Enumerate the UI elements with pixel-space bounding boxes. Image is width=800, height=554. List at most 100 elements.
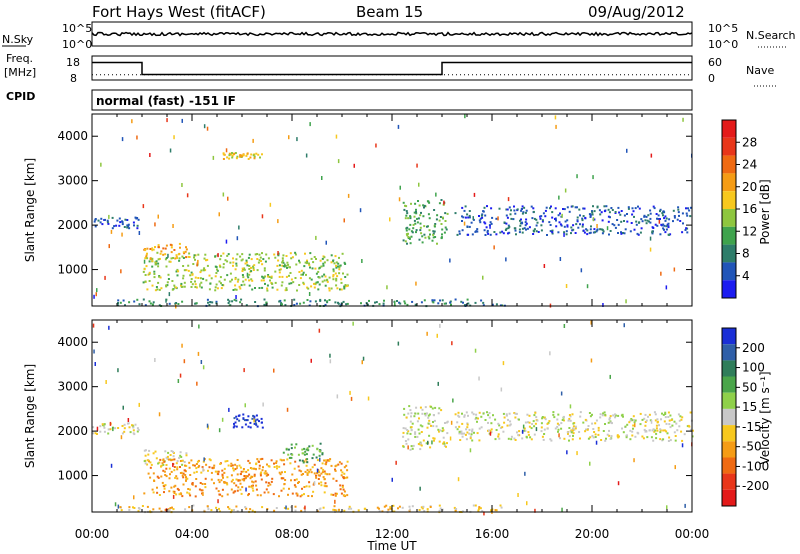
echo-cell bbox=[455, 508, 458, 510]
echo-cell bbox=[215, 302, 218, 305]
echo-cell bbox=[208, 288, 211, 291]
colorbar-segment bbox=[722, 191, 736, 209]
echo-cell bbox=[217, 470, 220, 473]
echo-cell bbox=[298, 459, 301, 462]
echo-cell bbox=[175, 286, 178, 289]
echo-cell bbox=[247, 459, 250, 462]
echo-cell bbox=[192, 263, 195, 265]
echo-cell bbox=[225, 482, 228, 485]
echo-cell bbox=[156, 491, 159, 494]
echo-cell bbox=[509, 423, 512, 426]
echo-cell bbox=[423, 233, 426, 236]
echo-cell bbox=[156, 486, 158, 489]
echo-cell bbox=[194, 280, 196, 283]
echo-cell bbox=[662, 227, 665, 230]
echo-cell bbox=[270, 480, 273, 483]
echo-speck bbox=[592, 175, 594, 180]
echo-cell bbox=[181, 474, 184, 477]
echo-cell bbox=[332, 508, 335, 511]
echo-cell bbox=[127, 422, 130, 425]
echo-cell bbox=[260, 279, 263, 282]
echo-cell bbox=[148, 271, 151, 274]
echo-cell bbox=[233, 298, 236, 301]
echo-cell bbox=[274, 281, 277, 284]
echo-cell bbox=[248, 273, 251, 276]
echo-cell bbox=[460, 430, 463, 433]
echo-cell bbox=[478, 507, 480, 510]
echo-cell bbox=[413, 211, 416, 214]
echo-cell bbox=[505, 413, 508, 416]
echo-cell bbox=[193, 256, 195, 259]
echo-cell bbox=[210, 478, 213, 481]
echo-cell bbox=[582, 207, 585, 210]
echo-cell bbox=[214, 470, 217, 473]
echo-cell bbox=[534, 411, 537, 414]
echo-cell bbox=[245, 259, 248, 262]
echo-cell bbox=[321, 452, 324, 455]
echo-cell bbox=[420, 444, 423, 447]
echo-speck bbox=[565, 284, 568, 288]
echo-cell bbox=[461, 510, 464, 513]
colorbar-tick-label: 100 bbox=[742, 361, 765, 375]
echo-cell bbox=[322, 262, 325, 265]
echo-cell bbox=[236, 459, 239, 461]
echo-cell bbox=[144, 462, 147, 465]
echo-cell bbox=[264, 470, 267, 473]
echo-cell bbox=[563, 208, 566, 211]
echo-cell bbox=[512, 218, 515, 221]
echo-cell bbox=[221, 474, 224, 477]
echo-cell bbox=[324, 275, 327, 278]
echo-cell bbox=[253, 157, 256, 160]
echo-cell bbox=[428, 413, 431, 416]
echo-cell bbox=[164, 258, 167, 261]
echo-cell bbox=[252, 481, 255, 484]
echo-cell bbox=[96, 433, 98, 435]
echo-speck bbox=[117, 504, 120, 509]
echo-cell bbox=[581, 223, 584, 226]
echo-cell bbox=[288, 274, 290, 277]
echo-cell bbox=[137, 428, 140, 431]
echo-cell bbox=[152, 248, 155, 251]
echo-cell bbox=[346, 302, 349, 305]
echo-cell bbox=[290, 456, 293, 459]
echo-cell bbox=[568, 435, 571, 438]
echo-cell bbox=[124, 218, 127, 221]
echo-cell bbox=[518, 231, 521, 234]
echo-cell bbox=[581, 219, 584, 222]
echo-speck bbox=[666, 505, 668, 510]
echo-cell bbox=[427, 414, 430, 417]
echo-cell bbox=[660, 418, 662, 421]
echo-speck bbox=[617, 481, 620, 486]
echo-cell bbox=[546, 234, 548, 236]
echo-cell bbox=[633, 215, 635, 218]
echo-cell bbox=[589, 213, 592, 216]
echo-cell bbox=[318, 266, 321, 269]
echo-cell bbox=[418, 509, 421, 511]
echo-cell bbox=[471, 430, 474, 433]
echo-speck bbox=[296, 137, 298, 142]
echo-cell bbox=[170, 246, 173, 249]
colorbar-segment bbox=[722, 328, 736, 345]
echo-cell bbox=[659, 233, 662, 236]
echo-cell bbox=[138, 303, 141, 306]
colorbar-segment bbox=[722, 155, 736, 174]
echo-cell bbox=[142, 270, 145, 273]
echo-cell bbox=[278, 495, 280, 498]
echo-speck bbox=[463, 221, 466, 226]
echo-cell bbox=[184, 508, 187, 511]
echo-cell bbox=[200, 281, 203, 284]
echo-cell bbox=[347, 507, 350, 510]
freq-label: Freq. bbox=[6, 52, 33, 65]
echo-cell bbox=[310, 285, 313, 288]
echo-cell bbox=[239, 154, 242, 157]
echo-cell bbox=[436, 214, 439, 217]
echo-cell bbox=[585, 228, 588, 231]
echo-cell bbox=[191, 482, 194, 485]
echo-cell bbox=[218, 280, 221, 283]
echo-cell bbox=[558, 423, 561, 426]
echo-cell bbox=[632, 210, 635, 213]
echo-cell bbox=[275, 507, 278, 509]
echo-cell bbox=[157, 244, 160, 247]
echo-cell bbox=[265, 253, 268, 256]
echo-cell bbox=[405, 205, 408, 208]
